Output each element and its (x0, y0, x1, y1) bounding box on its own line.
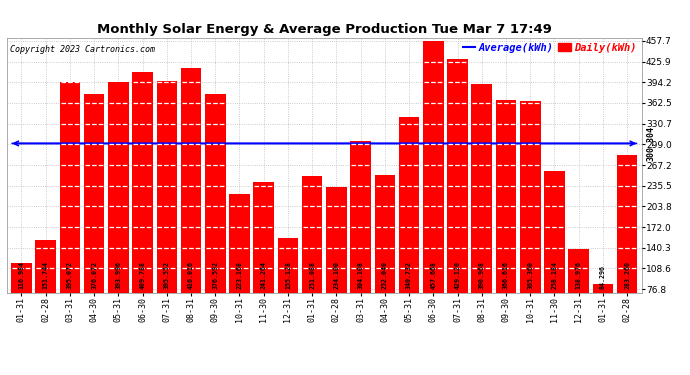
Text: 116.984: 116.984 (19, 261, 24, 289)
Text: 251.088: 251.088 (309, 261, 315, 289)
Bar (35, 240, 56, 339)
Bar (447, 59, 468, 339)
Text: 84.296: 84.296 (600, 265, 606, 289)
Text: 366.616: 366.616 (503, 261, 509, 289)
Text: 300.304: 300.304 (647, 126, 656, 161)
Legend: Average(kWh), Daily(kWh): Average(kWh), Daily(kWh) (462, 43, 636, 53)
Text: 429.120: 429.120 (455, 261, 460, 289)
Bar (59, 82, 80, 339)
Bar (277, 238, 298, 339)
Bar (229, 194, 250, 339)
Bar (520, 101, 540, 339)
Text: 416.016: 416.016 (188, 261, 194, 289)
Bar (108, 82, 128, 339)
Bar (157, 81, 177, 339)
Text: 241.264: 241.264 (261, 261, 267, 289)
Bar (423, 41, 444, 339)
Text: 457.668: 457.668 (431, 261, 436, 289)
Text: 395.072: 395.072 (67, 261, 73, 289)
Text: 283.260: 283.260 (624, 261, 630, 289)
Text: 365.360: 365.360 (527, 261, 533, 289)
Text: Copyright 2023 Cartronics.com: Copyright 2023 Cartronics.com (10, 45, 155, 54)
Bar (11, 263, 32, 339)
Text: 395.552: 395.552 (164, 261, 170, 289)
Text: 155.128: 155.128 (285, 261, 291, 289)
Bar (205, 94, 226, 339)
Bar (399, 117, 420, 339)
Text: 393.996: 393.996 (115, 261, 121, 289)
Text: 138.976: 138.976 (575, 261, 582, 289)
Title: Monthly Solar Energy & Average Production Tue Mar 7 17:49: Monthly Solar Energy & Average Productio… (97, 23, 552, 36)
Bar (302, 176, 322, 339)
Text: 409.788: 409.788 (139, 261, 146, 289)
Bar (544, 171, 565, 339)
Text: 304.108: 304.108 (357, 261, 364, 289)
Bar (326, 187, 346, 339)
Text: 376.592: 376.592 (213, 261, 218, 289)
Text: 390.968: 390.968 (479, 261, 485, 289)
Text: 252.040: 252.040 (382, 261, 388, 289)
Bar (132, 72, 153, 339)
Bar (351, 141, 371, 339)
Bar (593, 284, 613, 339)
Bar (495, 100, 516, 339)
Text: 234.100: 234.100 (333, 261, 339, 289)
Text: 340.732: 340.732 (406, 261, 412, 289)
Text: 300.304: 300.304 (0, 126, 2, 161)
Bar (253, 182, 274, 339)
Bar (569, 249, 589, 339)
Text: 151.744: 151.744 (43, 261, 49, 289)
Bar (181, 68, 201, 339)
Bar (617, 154, 638, 339)
Bar (471, 84, 492, 339)
Text: 223.168: 223.168 (237, 261, 242, 289)
Bar (83, 94, 104, 339)
Bar (375, 175, 395, 339)
Text: 258.184: 258.184 (551, 261, 558, 289)
Text: 376.072: 376.072 (91, 261, 97, 289)
